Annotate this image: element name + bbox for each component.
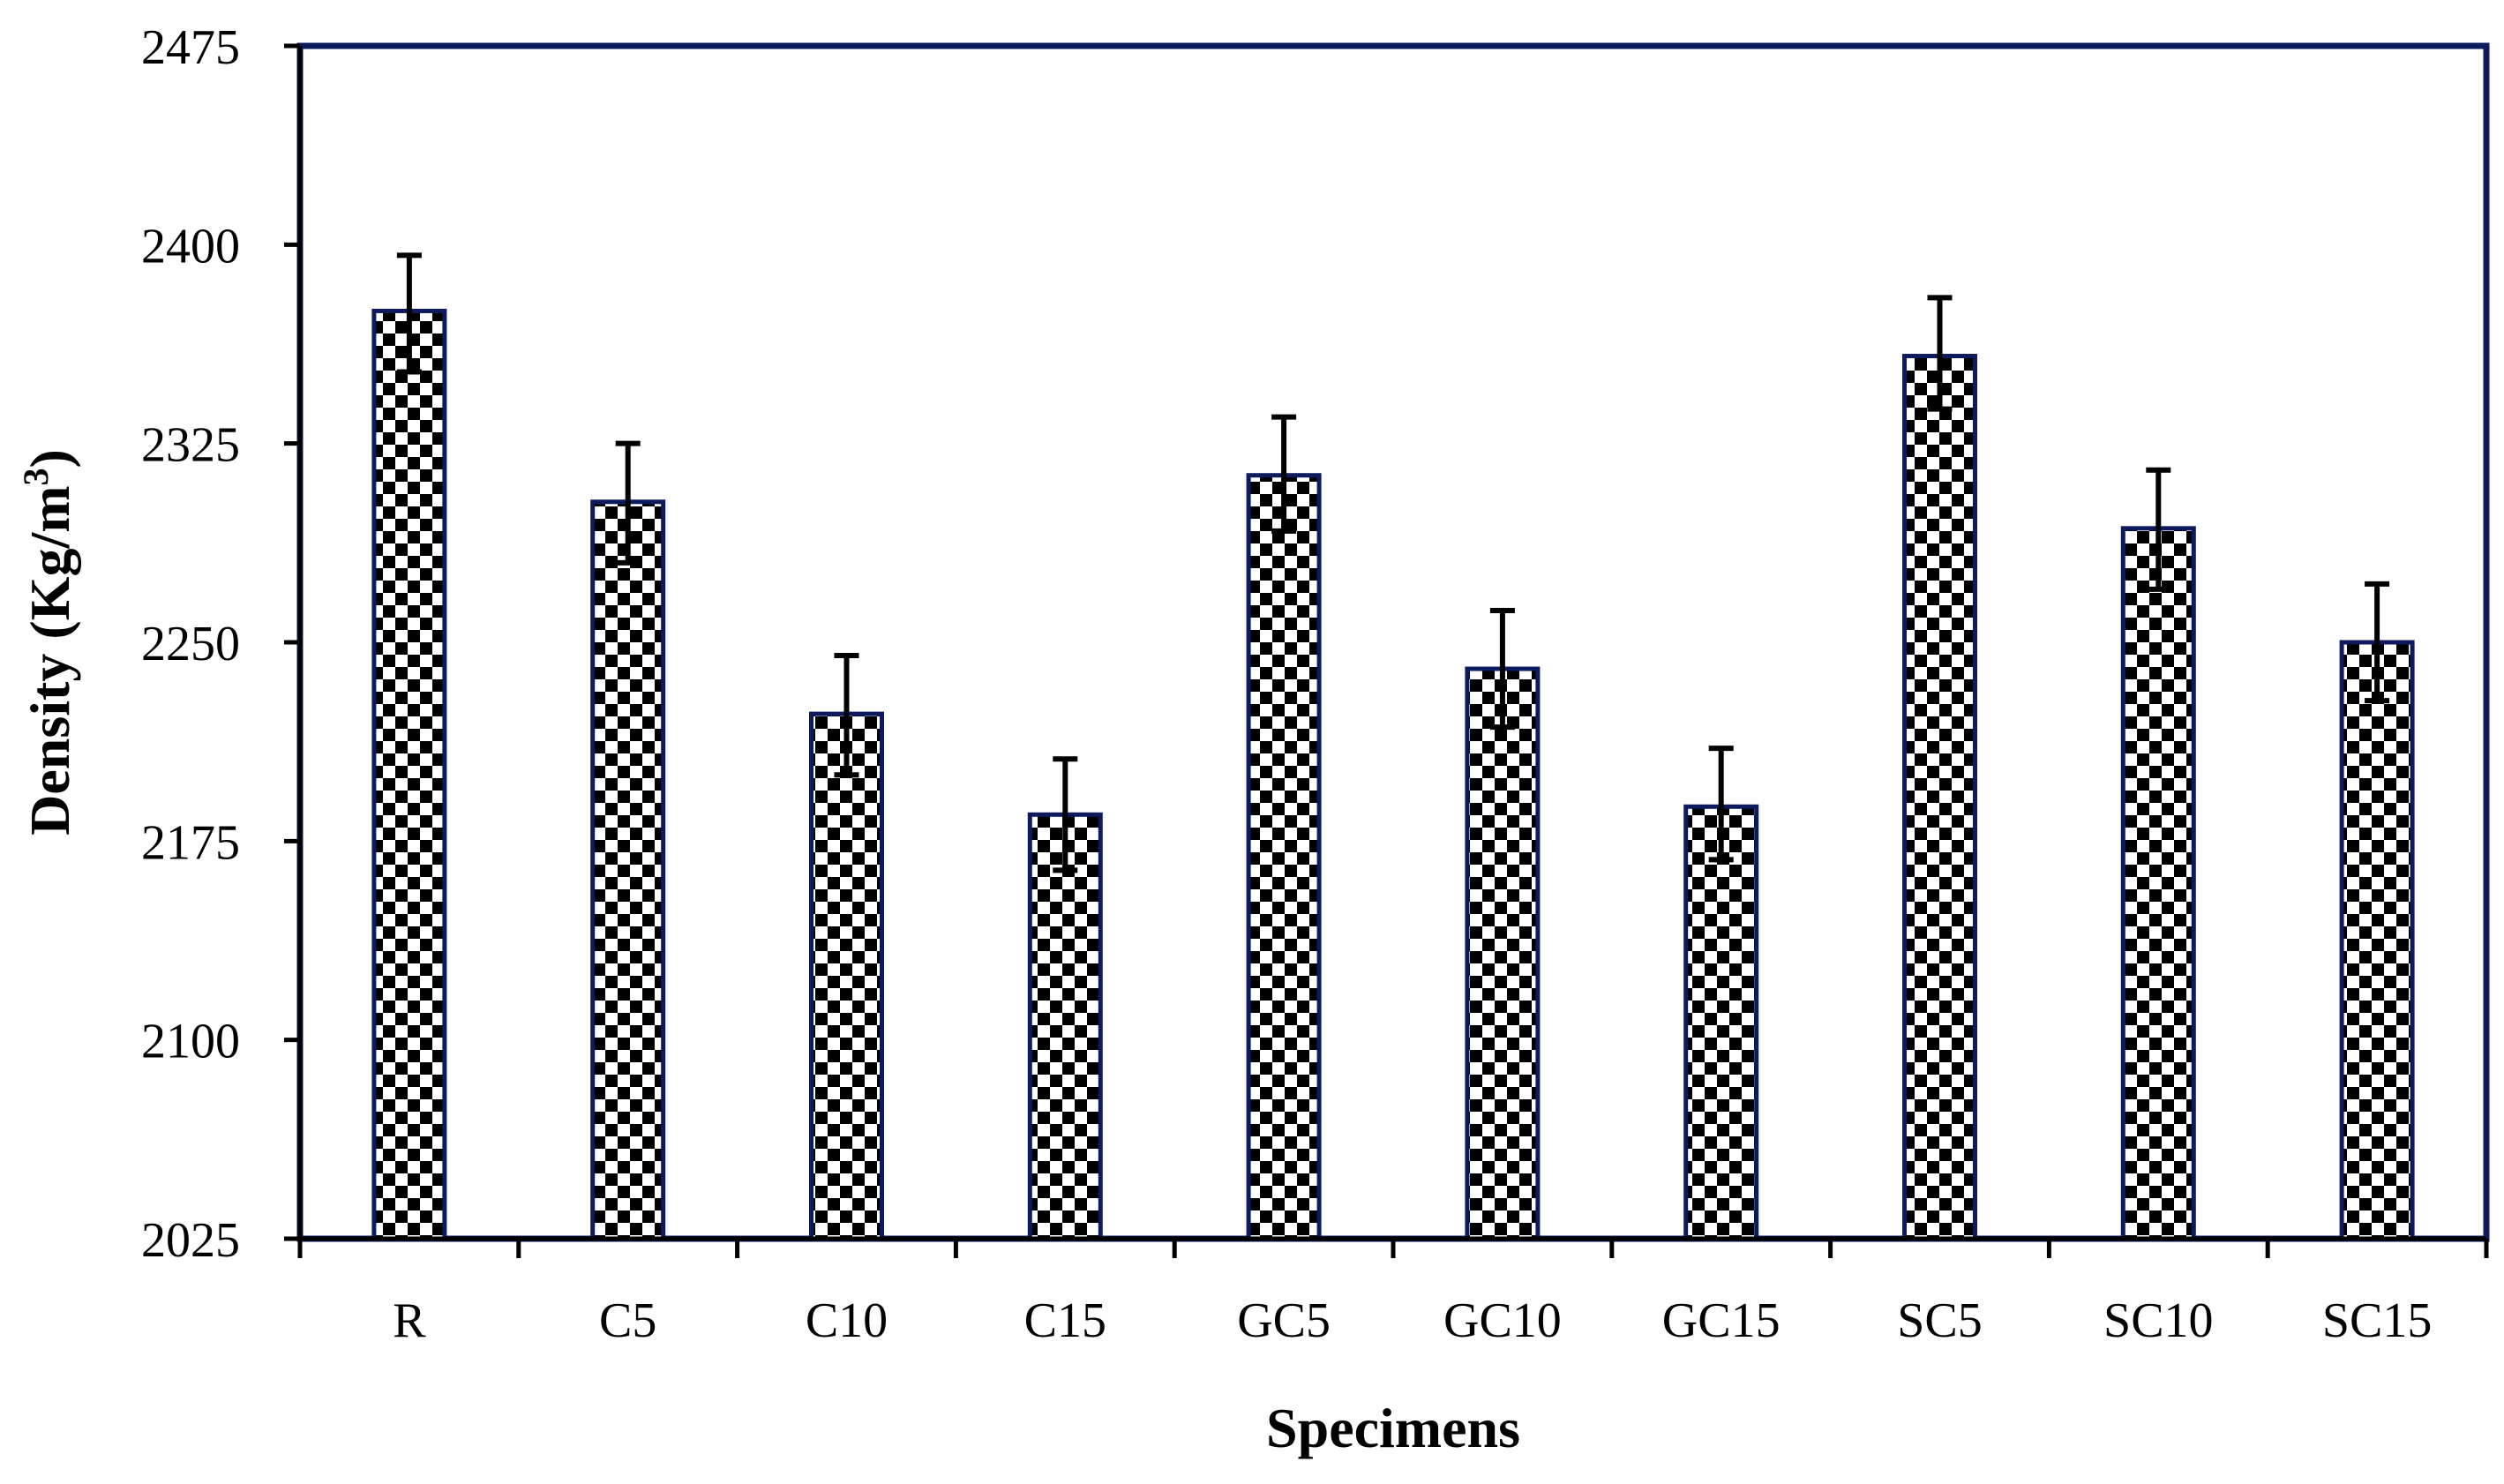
bar-sc15 [2339,640,2415,1241]
x-tick-label-sc15: SC15 [2322,1293,2433,1348]
x-tick-label-c15: C15 [1024,1293,1106,1348]
x-tick-label-c5: C5 [599,1293,656,1348]
y-tick-label-2325: 2325 [141,418,240,473]
bar-c10 [809,711,884,1241]
x-tick-label-gc5: GC5 [1237,1293,1331,1348]
y-tick-label-2400: 2400 [141,219,240,274]
x-tick-label-sc10: SC10 [2103,1293,2214,1348]
y-tick-label-2175: 2175 [141,815,240,870]
y-axis-title-main: Density (Kg/m [19,485,81,835]
bar-c15 [1027,812,1103,1241]
bars [371,308,2415,1241]
x-axis-title: Specimens [1266,1397,1520,1459]
error-bars [396,252,2390,873]
bar-gc15 [1683,804,1759,1241]
y-axis-title-close: ) [19,449,81,468]
x-tick-label-gc15: GC15 [1662,1293,1781,1348]
x-tick-label-r: R [393,1293,426,1348]
bar-gc5 [1246,473,1322,1241]
y-tick-label-2100: 2100 [141,1015,240,1069]
bar-c5 [590,499,666,1241]
y-tick-label-2475: 2475 [141,20,240,75]
y-axis-title-superscript: 3 [16,468,56,485]
bar-r [371,308,447,1241]
bar-sc10 [2120,526,2196,1241]
y-tick-label-2250: 2250 [141,617,240,671]
x-tick-label-sc5: SC5 [1897,1293,1983,1348]
y-axis-title: Density (Kg/m3) [16,449,81,836]
x-tick-label-gc10: GC10 [1443,1293,1562,1348]
x-axis-ticks: R C5 C10 C15 GC5 GC10 GC15 SC5 SC10 SC15 [297,1239,2489,1348]
bar-sc5 [1902,354,1977,1241]
bar-gc10 [1465,666,1541,1241]
x-tick-label-c10: C10 [806,1293,888,1348]
y-tick-label-2025: 2025 [141,1213,240,1268]
y-axis-ticks: 2025 2100 2175 2250 2325 2400 2475 [141,20,300,1268]
